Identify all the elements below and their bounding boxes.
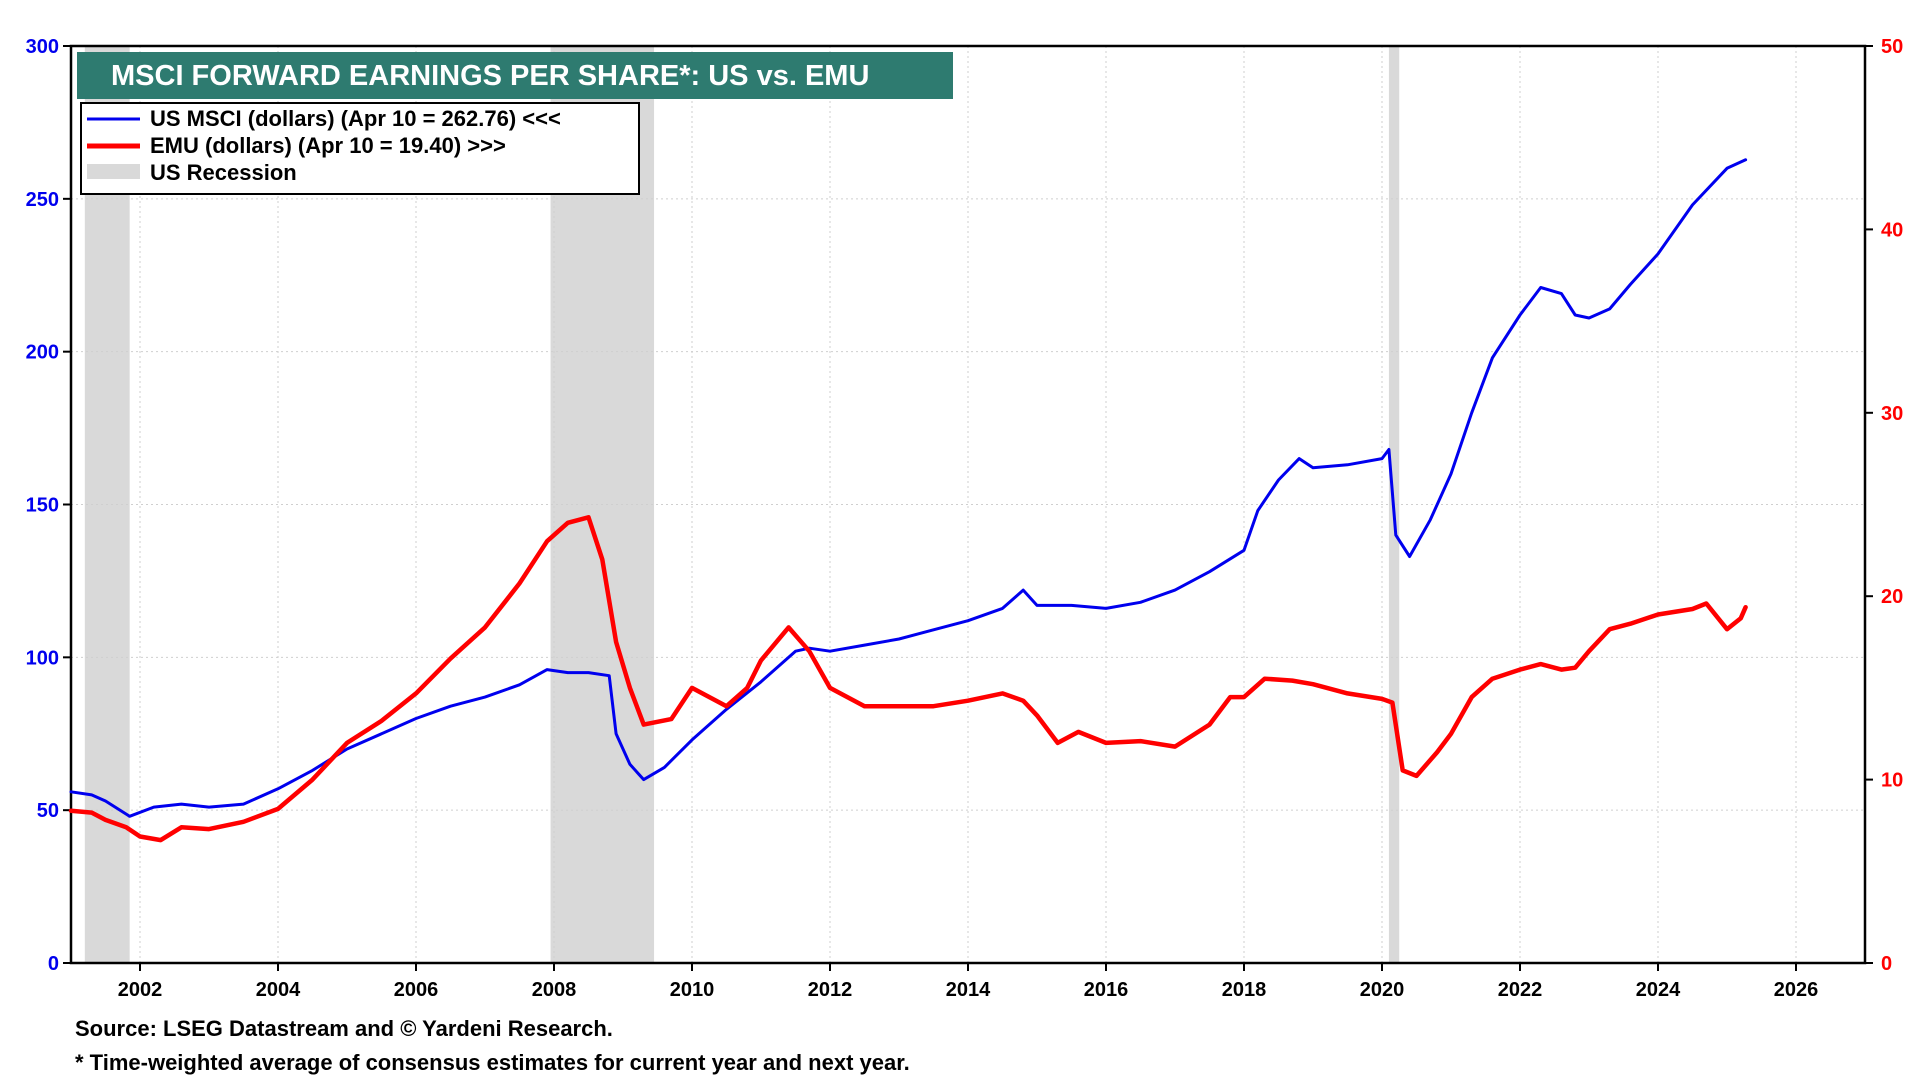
axis-ticks: 0 50 100 150 200 250 300 0 10 20 30 40 50 2002 2004 200… xyxy=(26,36,1904,1001)
legend-recession-swatch xyxy=(87,164,140,179)
left-tick-label-50: 50 xyxy=(37,800,59,822)
chart-title: MSCI FORWARD EARNINGS PER SHARE*: US vs.… xyxy=(111,60,869,92)
left-tick-label-100: 100 xyxy=(26,647,59,669)
x-tick-label-2026: 2026 xyxy=(1774,979,1819,1001)
emu-line xyxy=(68,515,1748,843)
legend-us-label: US MSCI (dollars) (Apr 10 = 262.76) <<< xyxy=(150,106,561,131)
series-lines xyxy=(68,158,1748,843)
gridlines xyxy=(71,46,1865,963)
us-msci-line xyxy=(69,158,1748,818)
left-tick-label-0: 0 xyxy=(48,953,59,975)
right-tick-label-20: 20 xyxy=(1881,586,1903,608)
x-tick-label-2024: 2024 xyxy=(1636,979,1681,1001)
x-tick-label-2002: 2002 xyxy=(118,979,163,1001)
legend-emu-label: EMU (dollars) (Apr 10 = 19.40) >>> xyxy=(150,133,506,158)
right-tick-label-40: 40 xyxy=(1881,219,1903,241)
left-tick-label-150: 150 xyxy=(26,495,59,517)
legend-box xyxy=(80,102,640,195)
x-tick-label-2012: 2012 xyxy=(808,979,853,1001)
title-banner: MSCI FORWARD EARNINGS PER SHARE*: US vs.… xyxy=(77,52,953,99)
x-tick-label-2010: 2010 xyxy=(670,979,715,1001)
left-tick-label-200: 200 xyxy=(26,342,59,364)
x-tick-label-2008: 2008 xyxy=(532,979,577,1001)
right-tick-label-10: 10 xyxy=(1881,770,1903,792)
x-tick-label-2004: 2004 xyxy=(256,979,301,1001)
left-tick-label-250: 250 xyxy=(26,189,59,211)
right-tick-label-50: 50 xyxy=(1881,36,1903,58)
right-tick-label-0: 0 xyxy=(1881,953,1892,975)
x-tick-label-2022: 2022 xyxy=(1498,979,1543,1001)
x-tick-label-2006: 2006 xyxy=(394,979,439,1001)
x-tick-label-2018: 2018 xyxy=(1222,979,1267,1001)
footnote: * Time-weighted average of consensus est… xyxy=(75,1050,910,1075)
left-tick-label-300: 300 xyxy=(26,36,59,58)
x-tick-label-2016: 2016 xyxy=(1084,979,1129,1001)
legend-recession-label: US Recession xyxy=(150,160,297,185)
right-tick-label-30: 30 xyxy=(1881,403,1903,425)
legend: US MSCI (dollars) (Apr 10 = 262.76) <<< … xyxy=(80,102,640,195)
x-tick-label-2020: 2020 xyxy=(1360,979,1405,1001)
title-background xyxy=(77,52,953,99)
source-note: Source: LSEG Datastream and © Yardeni Re… xyxy=(75,1016,613,1041)
x-tick-label-2014: 2014 xyxy=(946,979,991,1001)
